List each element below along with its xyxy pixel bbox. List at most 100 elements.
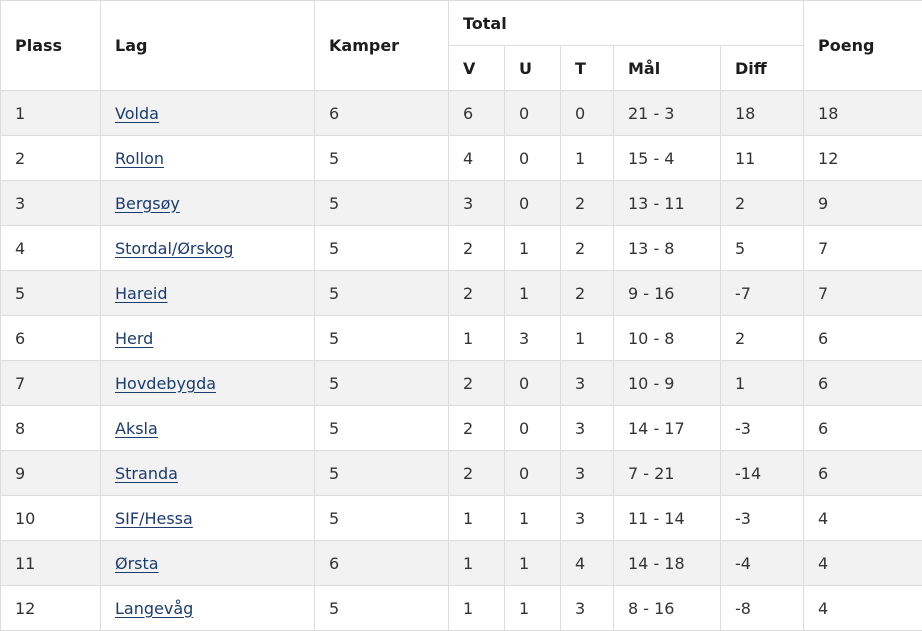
cell-diff: 18 xyxy=(721,91,804,136)
cell-lag: Stordal/Ørskog xyxy=(101,226,315,271)
team-link[interactable]: SIF/Hessa xyxy=(115,509,193,528)
table-row: 7 Hovdebygda 5 2 0 3 10 - 9 1 6 xyxy=(1,361,922,406)
cell-u: 1 xyxy=(505,226,561,271)
cell-v: 1 xyxy=(449,586,505,631)
cell-v: 2 xyxy=(449,271,505,316)
cell-poeng: 18 xyxy=(804,91,922,136)
cell-maal: 7 - 21 xyxy=(614,451,721,496)
cell-u: 0 xyxy=(505,361,561,406)
cell-v: 2 xyxy=(449,406,505,451)
cell-t: 4 xyxy=(561,541,614,586)
header-v: V xyxy=(449,46,505,91)
cell-plass: 5 xyxy=(1,271,101,316)
cell-poeng: 6 xyxy=(804,406,922,451)
cell-t: 2 xyxy=(561,271,614,316)
cell-kamper: 6 xyxy=(315,91,449,136)
table-row: 6 Herd 5 1 3 1 10 - 8 2 6 xyxy=(1,316,922,361)
cell-kamper: 6 xyxy=(315,541,449,586)
cell-lag: Rollon xyxy=(101,136,315,181)
cell-diff: 2 xyxy=(721,181,804,226)
cell-kamper: 5 xyxy=(315,316,449,361)
cell-diff: 2 xyxy=(721,316,804,361)
cell-maal: 14 - 17 xyxy=(614,406,721,451)
cell-lag: SIF/Hessa xyxy=(101,496,315,541)
cell-diff: -14 xyxy=(721,451,804,496)
header-plass: Plass xyxy=(1,1,101,91)
cell-lag: Hovdebygda xyxy=(101,361,315,406)
team-link[interactable]: Langevåg xyxy=(115,599,193,618)
cell-v: 1 xyxy=(449,316,505,361)
cell-plass: 7 xyxy=(1,361,101,406)
cell-kamper: 5 xyxy=(315,451,449,496)
cell-lag: Ørsta xyxy=(101,541,315,586)
cell-plass: 3 xyxy=(1,181,101,226)
cell-u: 1 xyxy=(505,271,561,316)
cell-v: 2 xyxy=(449,361,505,406)
header-u: U xyxy=(505,46,561,91)
table-row: 1 Volda 6 6 0 0 21 - 3 18 18 xyxy=(1,91,922,136)
cell-t: 3 xyxy=(561,586,614,631)
cell-diff: -3 xyxy=(721,406,804,451)
cell-poeng: 12 xyxy=(804,136,922,181)
cell-poeng: 6 xyxy=(804,451,922,496)
cell-maal: 13 - 8 xyxy=(614,226,721,271)
cell-maal: 21 - 3 xyxy=(614,91,721,136)
cell-t: 3 xyxy=(561,361,614,406)
cell-maal: 14 - 18 xyxy=(614,541,721,586)
table-row: 10 SIF/Hessa 5 1 1 3 11 - 14 -3 4 xyxy=(1,496,922,541)
cell-maal: 10 - 8 xyxy=(614,316,721,361)
cell-t: 3 xyxy=(561,451,614,496)
team-link[interactable]: Bergsøy xyxy=(115,194,180,213)
cell-lag: Volda xyxy=(101,91,315,136)
cell-kamper: 5 xyxy=(315,271,449,316)
cell-kamper: 5 xyxy=(315,136,449,181)
cell-plass: 6 xyxy=(1,316,101,361)
team-link[interactable]: Aksla xyxy=(115,419,158,438)
cell-plass: 1 xyxy=(1,91,101,136)
cell-u: 1 xyxy=(505,496,561,541)
cell-v: 2 xyxy=(449,226,505,271)
cell-diff: -3 xyxy=(721,496,804,541)
cell-t: 2 xyxy=(561,226,614,271)
table-row: 12 Langevåg 5 1 1 3 8 - 16 -8 4 xyxy=(1,586,922,631)
cell-maal: 15 - 4 xyxy=(614,136,721,181)
cell-plass: 10 xyxy=(1,496,101,541)
team-link[interactable]: Hovdebygda xyxy=(115,374,216,393)
cell-u: 0 xyxy=(505,406,561,451)
cell-maal: 11 - 14 xyxy=(614,496,721,541)
cell-maal: 13 - 11 xyxy=(614,181,721,226)
cell-t: 3 xyxy=(561,406,614,451)
table-row: 11 Ørsta 6 1 1 4 14 - 18 -4 4 xyxy=(1,541,922,586)
cell-lag: Hareid xyxy=(101,271,315,316)
header-total: Total xyxy=(449,1,804,46)
cell-u: 1 xyxy=(505,586,561,631)
team-link[interactable]: Stranda xyxy=(115,464,178,483)
cell-u: 1 xyxy=(505,541,561,586)
header-maal: Mål xyxy=(614,46,721,91)
team-link[interactable]: Volda xyxy=(115,104,159,123)
cell-u: 0 xyxy=(505,91,561,136)
cell-poeng: 6 xyxy=(804,316,922,361)
cell-t: 1 xyxy=(561,316,614,361)
team-link[interactable]: Ørsta xyxy=(115,554,159,573)
table-header: Plass Lag Kamper Total Poeng V U T Mål D… xyxy=(1,1,922,91)
cell-t: 1 xyxy=(561,136,614,181)
cell-u: 0 xyxy=(505,181,561,226)
cell-poeng: 4 xyxy=(804,586,922,631)
cell-plass: 8 xyxy=(1,406,101,451)
team-link[interactable]: Hareid xyxy=(115,284,168,303)
team-link[interactable]: Stordal/Ørskog xyxy=(115,239,233,258)
cell-v: 3 xyxy=(449,181,505,226)
cell-kamper: 5 xyxy=(315,406,449,451)
cell-poeng: 4 xyxy=(804,541,922,586)
table-body: 1 Volda 6 6 0 0 21 - 3 18 18 2 Rollon 5 … xyxy=(1,91,922,631)
table-row: 2 Rollon 5 4 0 1 15 - 4 11 12 xyxy=(1,136,922,181)
cell-diff: 1 xyxy=(721,361,804,406)
team-link[interactable]: Herd xyxy=(115,329,153,348)
cell-v: 6 xyxy=(449,91,505,136)
cell-lag: Herd xyxy=(101,316,315,361)
cell-diff: 11 xyxy=(721,136,804,181)
cell-lag: Stranda xyxy=(101,451,315,496)
team-link[interactable]: Rollon xyxy=(115,149,164,168)
cell-kamper: 5 xyxy=(315,496,449,541)
